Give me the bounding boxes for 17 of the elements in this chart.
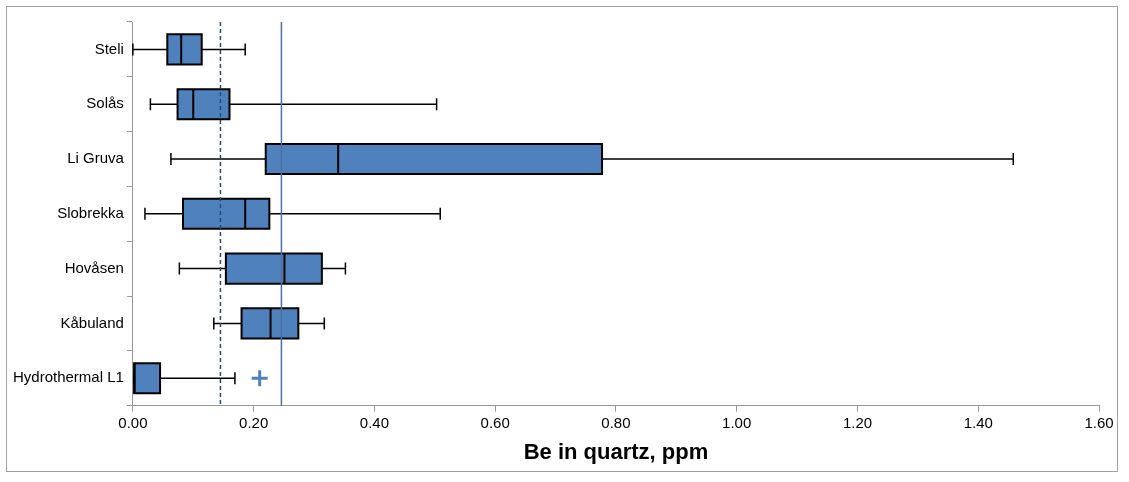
x-tick-label: 0.20	[239, 413, 269, 431]
x-tick-label: 1.40	[963, 413, 993, 431]
y-tick-label: Li Gruva	[67, 149, 125, 167]
x-axis-title: Be in quartz, ppm	[523, 438, 709, 464]
x-tick-label: 0.40	[359, 413, 390, 431]
x-tick-label: 0.80	[601, 413, 631, 431]
x-tick-label: 1.60	[1084, 413, 1114, 431]
x-tick-label: 1.20	[842, 413, 873, 431]
y-tick-label: Slobrekka	[57, 203, 125, 221]
y-tick-label: Kåbuland	[60, 313, 124, 331]
x-tick-label: 0.60	[480, 413, 510, 431]
y-tick-label: Hydrothermal L1	[12, 368, 124, 386]
x-tick-label: 0.00	[118, 413, 148, 431]
x-tick-label: 1.00	[722, 413, 752, 431]
y-tick-label: Hovåsen	[64, 258, 124, 276]
y-tick-label: Solås	[86, 94, 124, 112]
y-tick-label: Steli	[94, 39, 124, 57]
